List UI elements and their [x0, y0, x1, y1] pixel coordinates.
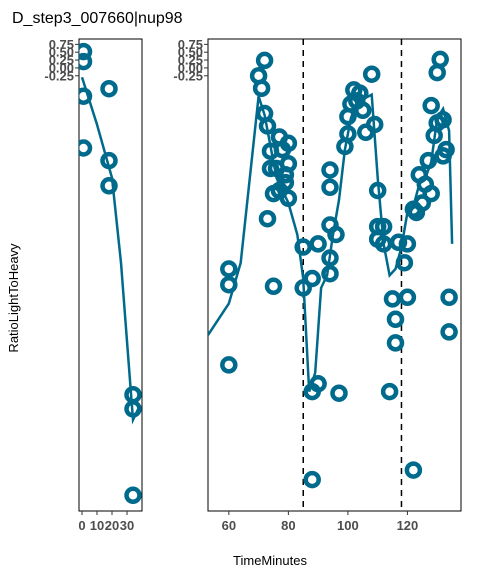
y-tick-label: 0.25	[178, 53, 203, 68]
x-axis-title: TimeMinutes	[233, 553, 307, 568]
data-point	[79, 139, 93, 157]
data-point	[261, 159, 280, 178]
x-tick-label: 0	[78, 518, 85, 533]
data-point	[79, 87, 93, 105]
data-point	[413, 194, 432, 212]
plot-area	[79, 42, 142, 505]
plot-area	[208, 39, 458, 511]
panel-2: 0.750.500.250.00-0.25 60 80 100 120	[173, 37, 462, 533]
data-point	[258, 209, 277, 228]
y-tick-label: 0.00	[49, 60, 74, 75]
data-point	[294, 279, 312, 297]
y-tick-label: 0.50	[49, 45, 74, 60]
x-tick-label: 60	[222, 518, 236, 533]
y-tick-label: 0.50	[178, 45, 203, 60]
data-point	[386, 310, 405, 329]
data-point	[398, 235, 417, 253]
data-point	[79, 52, 93, 71]
data-point	[258, 117, 277, 135]
y-axis-title: RatioLightToHeavy	[6, 243, 21, 353]
data-point	[220, 260, 238, 278]
data-point	[354, 101, 372, 120]
data-point	[321, 161, 339, 179]
y-tick-label: 0.75	[49, 37, 74, 52]
data-point	[303, 269, 321, 288]
data-point	[276, 173, 295, 192]
data-point	[220, 275, 238, 294]
panels: 0.750.500.250.00-0.250 10 20 300.750.500.25…	[44, 37, 462, 533]
data-point	[294, 238, 312, 256]
y-tick-label: -0.25	[44, 68, 74, 83]
x-tick-label: 100	[337, 518, 359, 533]
panel-1: 0.750.500.250.00-0.25 0 10 20 30	[44, 37, 143, 533]
data-point	[255, 51, 274, 70]
data-point	[100, 177, 118, 195]
data-point	[339, 125, 357, 143]
data-point	[124, 400, 142, 418]
x-tick-label: 120	[397, 518, 419, 533]
data-point	[279, 189, 298, 208]
data-point	[362, 65, 381, 83]
y-tick-label: 0.00	[178, 60, 203, 75]
data-point	[404, 461, 423, 479]
data-point	[321, 264, 339, 283]
data-point	[389, 233, 408, 252]
data-point	[422, 184, 440, 203]
data-point	[303, 470, 321, 489]
data-point	[431, 50, 449, 69]
data-point	[434, 111, 452, 129]
data-point	[395, 253, 414, 272]
data-point	[309, 374, 327, 393]
data-point	[252, 79, 271, 98]
data-point	[365, 115, 384, 134]
data-point	[351, 84, 369, 102]
data-point	[368, 181, 387, 200]
data-point	[330, 384, 348, 402]
data-point	[440, 288, 458, 307]
data-point	[440, 323, 458, 341]
data-point	[124, 486, 142, 505]
data-point	[279, 134, 298, 153]
data-point	[264, 277, 283, 296]
data-point	[309, 235, 327, 253]
x-tick-label: 20	[105, 518, 119, 533]
data-point	[321, 178, 339, 197]
data-point	[321, 249, 339, 267]
chart-title: D_step3_007660|nup98	[12, 10, 183, 27]
data-point	[386, 334, 405, 352]
y-tick-label: 0.75	[178, 37, 203, 52]
data-point	[398, 288, 417, 307]
data-point	[220, 356, 238, 374]
data-point	[279, 155, 298, 173]
data-point	[100, 79, 118, 98]
panel-frame	[78, 38, 143, 512]
data-point	[380, 382, 399, 401]
series-line	[80, 76, 141, 425]
y-tick-label: 0.25	[49, 53, 74, 68]
data-point	[327, 225, 345, 244]
data-point	[419, 151, 438, 170]
x-tick-label: 30	[120, 518, 134, 533]
data-point	[374, 217, 393, 236]
data-point	[437, 140, 455, 159]
x-tick-label: 10	[90, 518, 104, 533]
data-point	[100, 151, 118, 170]
x-tick-label: 80	[281, 518, 295, 533]
y-tick-label: -0.25	[173, 68, 203, 83]
data-point	[422, 96, 440, 115]
data-point	[79, 42, 93, 61]
